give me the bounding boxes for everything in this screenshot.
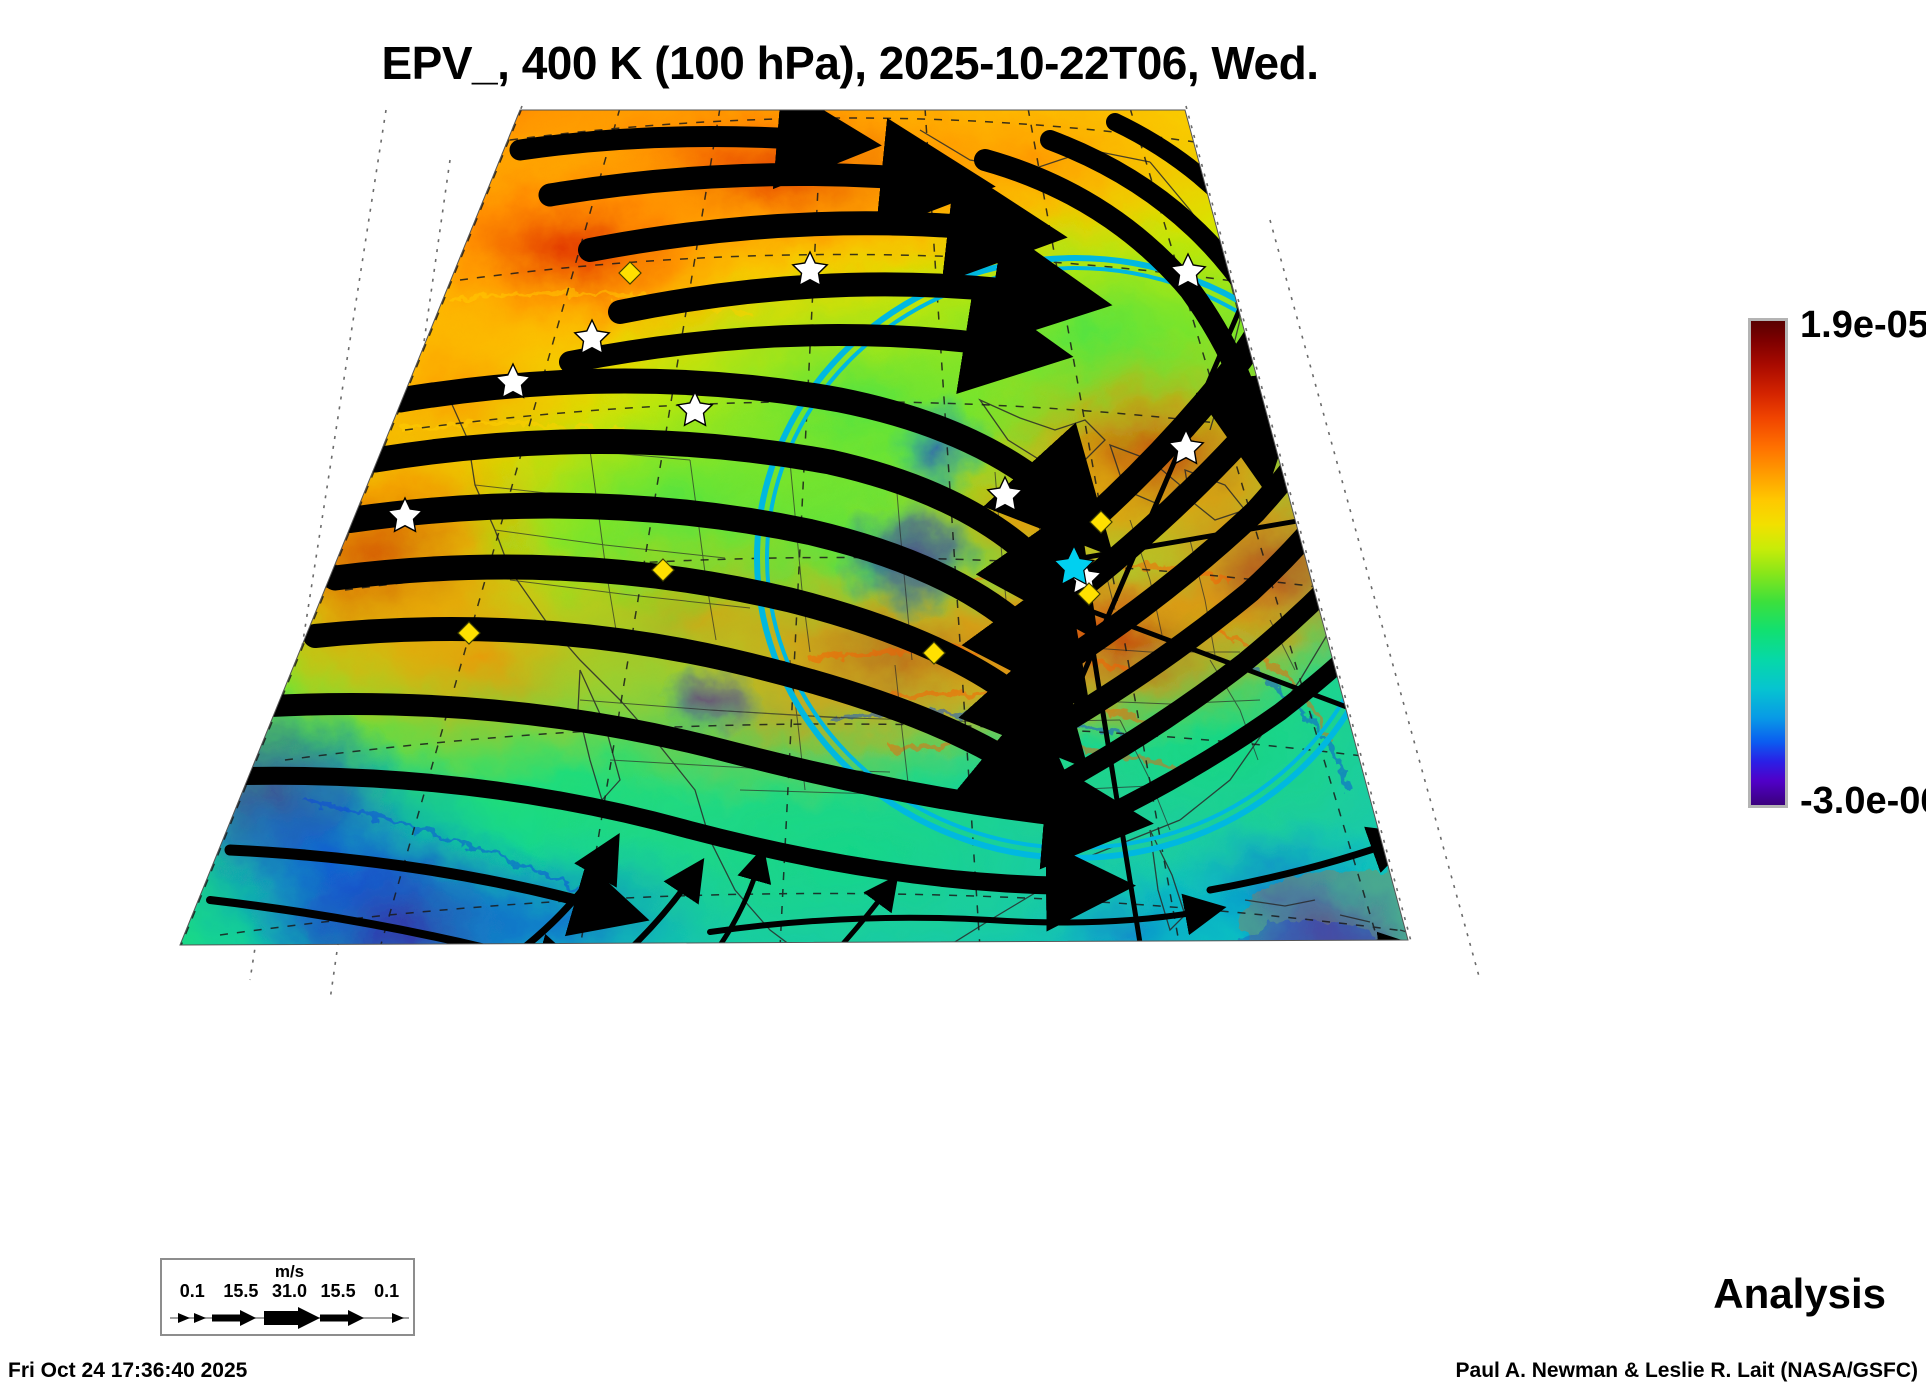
white-star-marker-group	[386, 250, 1207, 595]
colorbar-min-label: -3.0e-06	[1800, 780, 1926, 822]
map-boundary	[179, 109, 1409, 946]
wind-tick-0: 0.1	[179, 1281, 205, 1301]
wind-tick-3: 15.5	[320, 1281, 356, 1301]
colorbar-max-label: 1.9e-05	[1800, 304, 1926, 346]
pv-shaded-field	[180, 110, 1408, 945]
wind-tick-4: 0.1	[374, 1281, 400, 1301]
wind-legend-unit-label: m/s	[274, 1262, 305, 1281]
wind-legend-arrow-scale	[170, 1307, 409, 1329]
wind-tick-2: 31.0	[271, 1281, 307, 1301]
yellow-diamond-marker-group	[457, 261, 1113, 665]
analysis-label: Analysis	[1713, 1270, 1886, 1317]
page-title: EPV_, 400 K (100 hPa), 2025-10-22T06, We…	[381, 37, 1319, 89]
colorbar: 1.9e-05 -3.0e-06	[1748, 304, 1926, 958]
wind-tick-1: 15.5	[223, 1281, 259, 1301]
epv-heatmap-svg	[179, 105, 1481, 1001]
cyan-star-marker	[1052, 544, 1096, 586]
generation-timestamp: Fri Oct 24 17:36:40 2025	[8, 1359, 248, 1382]
wind-legend-tick-labels: 0.1 15.5 31.0 15.5 0.1	[168, 1281, 411, 1302]
wind-speed-legend: m/s 0.1 15.5 31.0 15.5 0.1	[160, 1258, 415, 1336]
author-credit: Paul A. Newman & Leslie R. Lait (NASA/GS…	[1455, 1359, 1918, 1382]
colorbar-gradient-strip	[1748, 318, 1788, 808]
map-plot-area	[150, 100, 1570, 1020]
station-markers	[386, 250, 1207, 665]
